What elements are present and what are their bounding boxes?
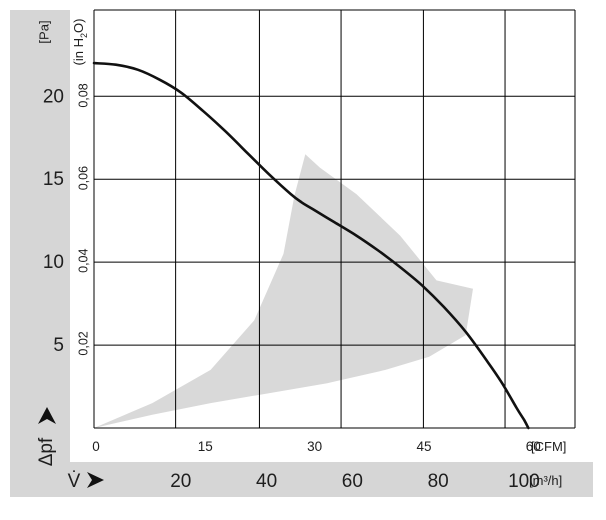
grid-layer [93, 9, 576, 429]
y2-unit-subscript: 2 [79, 33, 89, 38]
y-axis-symbol-text: Δpf [36, 437, 57, 466]
operating-range-region [94, 154, 473, 429]
x-tick-label: 45 [416, 439, 431, 454]
pressure-flow-curve [92, 61, 530, 430]
operating-range-region-layer [94, 154, 473, 429]
x2-tick-label: 100 [508, 471, 540, 492]
y-tick-label: 5 [53, 335, 64, 356]
x2-tick-label: 20 [170, 471, 191, 492]
x-tick-label: 60 [526, 439, 541, 454]
x2-axis-symbol: V̇ [68, 471, 104, 492]
y2-axis-unit-inh2o: (in H2O) [71, 19, 89, 66]
y-tick-label: 15 [43, 169, 64, 190]
y2-unit-prefix: (in H [71, 38, 86, 65]
left-axis-band [10, 10, 70, 497]
x2-tick-label: 40 [256, 471, 277, 492]
y2-tick-label: 0,04 [76, 248, 90, 272]
y-axis-symbol: Δpf [36, 407, 57, 466]
x-axis-unit-cfm: [CFM] [531, 439, 566, 454]
tick-label-layer: 5 10 15 20 0,02 0,04 0,06 0,08 0 15 30 45 60 20 40 60 80… [43, 83, 541, 492]
x2-tick-label: 80 [428, 471, 449, 492]
y2-tick-label: 0,08 [76, 83, 90, 107]
y-axis-unit-pa: [Pa] [36, 20, 51, 43]
x-tick-label: 0 [92, 439, 100, 454]
y2-tick-label: 0,02 [76, 331, 90, 355]
bottom-axis-band [10, 462, 593, 497]
y2-tick-label: 0,06 [76, 166, 90, 190]
x2-axis-symbol-text: V̇ [68, 471, 81, 492]
x2-tick-label: 60 [342, 471, 363, 492]
x-tick-label: 15 [198, 439, 213, 454]
y-tick-label: 10 [43, 252, 64, 273]
y2-unit-suffix: O) [71, 19, 86, 33]
x2-axis-arrow-icon [87, 472, 104, 488]
curve-layer [92, 61, 530, 430]
x-tick-label: 30 [307, 439, 322, 454]
y-axis-arrow-icon [38, 407, 56, 424]
y-tick-label: 20 [43, 86, 64, 107]
x2-axis-unit-m3h: [m³/h] [529, 473, 562, 488]
